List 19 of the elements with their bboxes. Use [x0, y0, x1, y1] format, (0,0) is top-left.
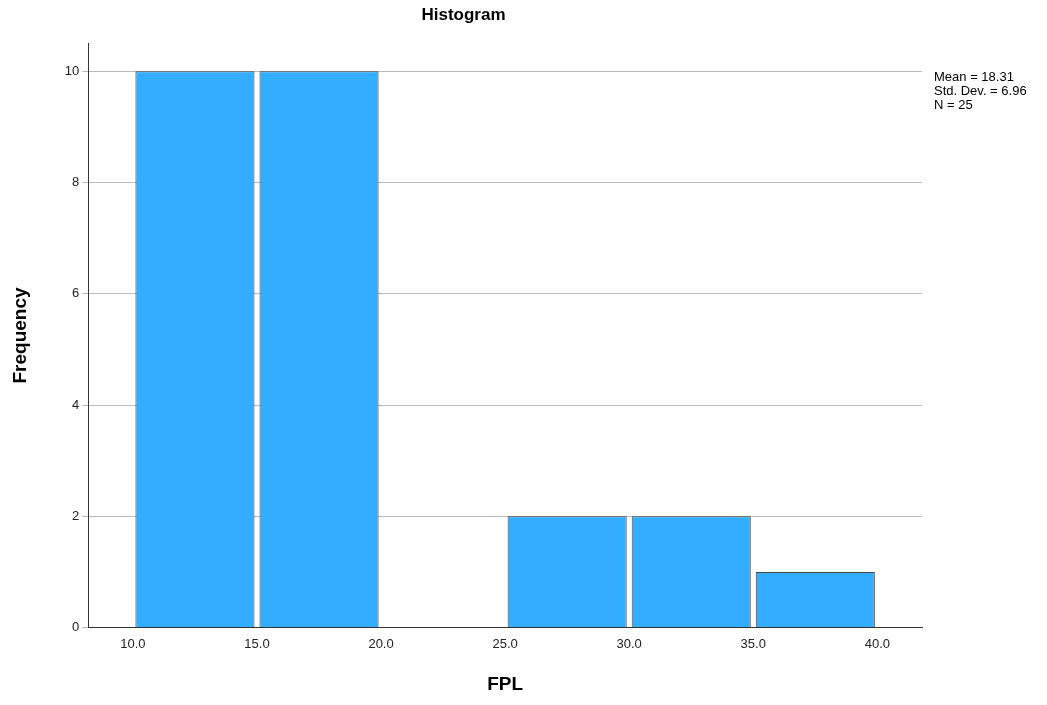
y-axis-title: Frequency [8, 287, 30, 384]
text: Std. Dev. = 6.96 [934, 83, 1027, 99]
y-tick-label: 0 [72, 619, 80, 635]
x-tick-label: 40.0 [864, 635, 890, 651]
text: N = 25 [934, 97, 973, 113]
x-tick-label: 30.0 [616, 635, 642, 651]
x-tick-label: 25.0 [492, 635, 518, 651]
y-tick-label: 8 [72, 174, 80, 190]
x-tick-label: 10.0 [120, 635, 146, 651]
chart-title: Histogram [421, 4, 506, 24]
x-tick-label: 15.0 [244, 635, 270, 651]
x-tick-label: 20.0 [368, 635, 394, 651]
text: Mean = 18.31 [934, 69, 1014, 85]
x-tick-label: 35.0 [740, 635, 766, 651]
y-tick-label: 6 [72, 285, 80, 301]
x-axis-title: FPL [487, 672, 524, 694]
y-tick-label: 4 [72, 396, 80, 412]
y-tick-label: 2 [72, 507, 80, 523]
y-tick-label: 10 [64, 62, 80, 78]
